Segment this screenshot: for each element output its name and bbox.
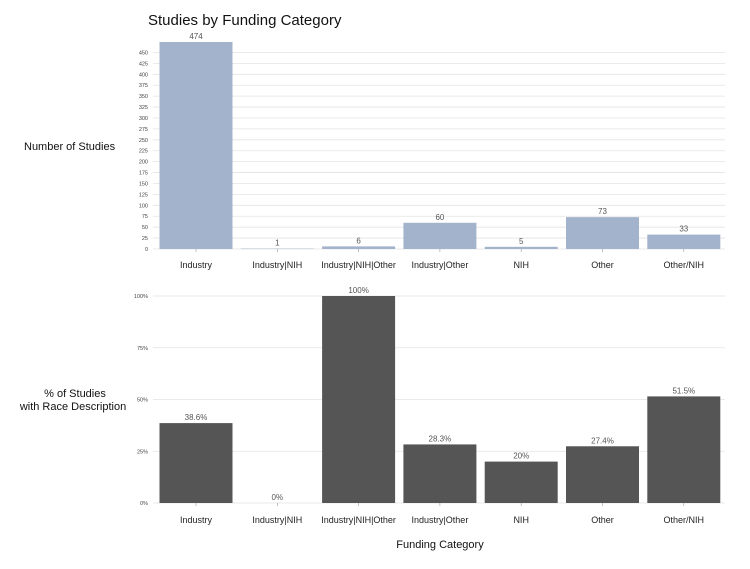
bottom-y-tick-label: 50% (137, 398, 148, 404)
bottom-y-tick-label: 25% (137, 449, 148, 455)
bottom-data-label: 27.4% (591, 436, 614, 445)
top-bar (322, 246, 396, 249)
top-y-tick-label: 250 (139, 138, 148, 144)
top-y-tick-label: 25 (142, 236, 148, 242)
top-y-axis-label: Number of Studies (24, 141, 116, 153)
top-y-tick-label: 100 (139, 203, 148, 209)
top-y-tick-label: 200 (139, 160, 148, 166)
chart-title: Studies by Funding Category (148, 12, 342, 29)
bottom-data-label: 51.5% (672, 386, 695, 395)
top-y-tick-label: 75 (142, 214, 148, 220)
bottom-data-label: 100% (348, 286, 368, 295)
top-data-label: 1 (275, 239, 280, 248)
top-y-tick-label: 450 (139, 50, 148, 56)
top-category-label: Other/NIH (664, 260, 705, 270)
bottom-y-axis-label-line-1: % of Studies (44, 388, 106, 400)
bottom-bar (159, 423, 233, 503)
bottom-bar (484, 461, 558, 503)
top-bar (159, 42, 233, 249)
top-data-label: 5 (519, 237, 524, 246)
bottom-data-label: 38.6% (185, 413, 208, 422)
top-y-tick-label: 0 (145, 247, 148, 253)
bottom-bar (566, 446, 639, 503)
bottom-category-label: Industry (180, 515, 213, 525)
top-data-label: 60 (435, 213, 444, 222)
bottom-category-label: Industry|Other (411, 515, 468, 525)
bottom-category-label: Other (591, 515, 614, 525)
top-category-label: NIH (513, 260, 529, 270)
top-category-label: Industry|NIH|Other (321, 260, 396, 270)
top-y-tick-label: 50 (142, 225, 148, 231)
bottom-category-label: Other/NIH (664, 515, 705, 525)
bottom-y-axis-label-line-2: with Race Description (19, 401, 126, 413)
bottom-y-tick-label: 0% (140, 501, 148, 507)
top-y-tick-label: 125 (139, 192, 148, 198)
top-y-tick-label: 425 (139, 61, 148, 67)
bottom-bar (403, 444, 477, 503)
top-y-tick-label: 150 (139, 181, 148, 187)
top-y-tick-label: 400 (139, 72, 148, 78)
top-y-tick-label: 175 (139, 171, 148, 177)
top-category-label: Other (591, 260, 614, 270)
top-y-tick-label: 375 (139, 83, 148, 89)
top-y-tick-label: 350 (139, 94, 148, 100)
bottom-data-label: 0% (272, 493, 284, 502)
x-axis-label: Funding Category (396, 539, 484, 551)
top-y-tick-label: 325 (139, 105, 148, 111)
top-data-label: 474 (189, 32, 203, 41)
top-y-tick-label: 275 (139, 127, 148, 133)
bottom-y-tick-label: 75% (137, 346, 148, 352)
top-data-label: 6 (356, 236, 361, 245)
bottom-bar (647, 396, 721, 503)
top-data-label: 33 (679, 225, 688, 234)
bottom-panel: 0% 25% 50% 75% 100% 38.6% Industry 0% Industry|N… (134, 286, 725, 525)
top-y-tick-label: 225 (139, 149, 148, 155)
bottom-data-label: 28.3% (429, 434, 452, 443)
top-category-label: Industry|NIH (252, 260, 302, 270)
bottom-category-label: Industry|NIH (252, 515, 302, 525)
top-bar (403, 222, 477, 249)
top-bar (484, 246, 558, 249)
top-y-tick-label: 300 (139, 116, 148, 122)
bottom-data-label: 20% (513, 452, 529, 461)
bottom-category-label: Industry|NIH|Other (321, 515, 396, 525)
bottom-bar (322, 296, 396, 503)
top-category-label: Industry (180, 260, 213, 270)
top-data-label: 73 (598, 207, 607, 216)
top-bar (566, 217, 639, 249)
top-category-label: Industry|Other (411, 260, 468, 270)
top-bar (647, 234, 721, 249)
top-panel: 0 25 50 75 100 125 150 175 200 225 250 275 300 325 350… (139, 32, 725, 270)
bottom-y-tick-label: 100% (134, 294, 148, 300)
bottom-category-label: NIH (513, 515, 529, 525)
